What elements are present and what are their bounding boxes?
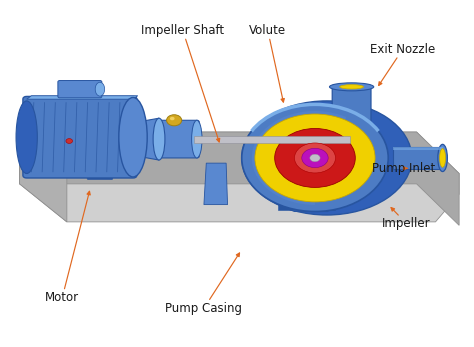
Polygon shape [136, 118, 159, 160]
Circle shape [310, 154, 320, 162]
Bar [393, 147, 443, 169]
Polygon shape [285, 208, 332, 212]
Ellipse shape [16, 101, 37, 174]
Polygon shape [27, 96, 138, 99]
Circle shape [284, 202, 291, 206]
Bar [194, 136, 350, 143]
Ellipse shape [119, 98, 147, 177]
FancyBboxPatch shape [58, 81, 102, 98]
Circle shape [170, 117, 174, 120]
Text: Exit Nozzle: Exit Nozzle [370, 43, 436, 85]
FancyBboxPatch shape [156, 120, 199, 158]
FancyBboxPatch shape [30, 161, 56, 172]
Text: Impeller Shaft: Impeller Shaft [141, 24, 224, 142]
Circle shape [302, 148, 328, 168]
Polygon shape [19, 132, 459, 222]
Polygon shape [19, 132, 67, 222]
Bar [278, 202, 335, 210]
FancyBboxPatch shape [332, 85, 371, 125]
Text: Motor: Motor [45, 191, 90, 304]
Polygon shape [204, 163, 228, 205]
Polygon shape [19, 132, 459, 225]
Circle shape [275, 128, 356, 187]
Text: Volute: Volute [249, 24, 286, 102]
Circle shape [66, 138, 73, 143]
FancyBboxPatch shape [87, 168, 113, 179]
Circle shape [255, 114, 375, 202]
Ellipse shape [95, 82, 105, 96]
Ellipse shape [438, 144, 447, 171]
Text: Pump Casing: Pump Casing [165, 253, 242, 315]
Ellipse shape [191, 120, 202, 158]
Text: Impeller: Impeller [382, 208, 431, 230]
FancyBboxPatch shape [23, 96, 137, 178]
Ellipse shape [439, 149, 446, 167]
Ellipse shape [340, 85, 364, 89]
Ellipse shape [153, 118, 165, 160]
Circle shape [166, 115, 182, 126]
Ellipse shape [329, 83, 374, 91]
Bar [393, 147, 443, 150]
Ellipse shape [242, 101, 412, 215]
Circle shape [294, 143, 336, 173]
Circle shape [242, 104, 388, 212]
Circle shape [319, 202, 326, 206]
Text: Pump Inlet: Pump Inlet [372, 162, 436, 175]
